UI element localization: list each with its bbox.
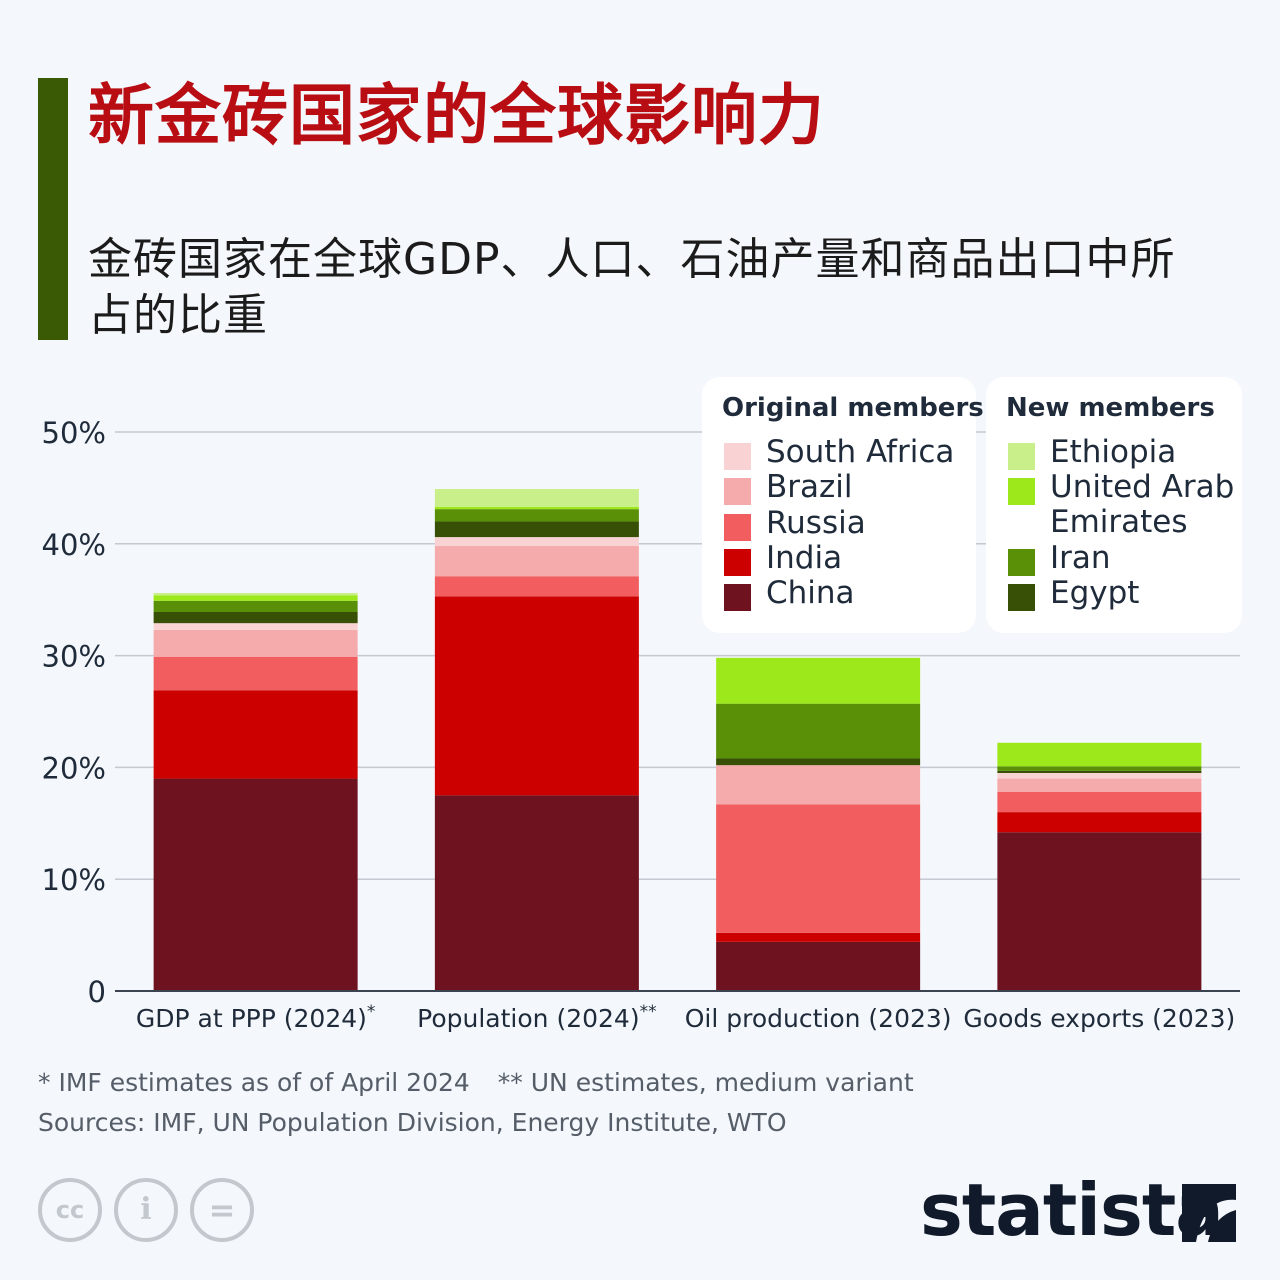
bar-segment-united-arab-emirates — [716, 657, 921, 704]
bar-segment-brazil — [153, 629, 358, 657]
statista-logo[interactable]: statista — [920, 1168, 1224, 1252]
y-tick-label: 30% — [42, 640, 106, 674]
x-tick-label: Goods exports (2023) — [963, 1004, 1235, 1033]
bar-segment-russia — [716, 804, 921, 933]
x-tick-label: Population (2024)** — [417, 1002, 656, 1033]
legend-swatch — [724, 549, 751, 576]
stacked-bar-chart: 0 10% 20% 30% 40% 50% GDP at PPP (2024)* Popula… — [42, 416, 1240, 1033]
bar-segment-south-africa — [153, 623, 358, 630]
legend-label: United Arab Emirates — [1050, 469, 1235, 540]
bar-segment-south-africa — [434, 537, 639, 547]
sources-line: Sources: IMF, UN Population Division, En… — [38, 1108, 787, 1137]
attribution-icon[interactable]: i — [114, 1178, 178, 1242]
bar-segment-iran — [153, 600, 358, 612]
legend-swatch — [1008, 478, 1035, 505]
legend-label: India — [766, 540, 843, 576]
legend-title-new: New members — [1006, 393, 1215, 423]
y-tick-label: 10% — [42, 863, 106, 897]
bar-segment-iran — [997, 766, 1202, 771]
bar-segment-egypt — [434, 521, 639, 538]
chart-title: 新金砖国家的全球影响力 — [88, 77, 825, 154]
footnote-imf: * IMF estimates as of of April 2024 — [38, 1068, 470, 1097]
bar-segment-iran — [716, 703, 921, 759]
bar-segment-russia — [434, 576, 639, 597]
y-tick-label: 40% — [42, 528, 106, 562]
bar-segment-united-arab-emirates — [997, 742, 1202, 767]
legend-swatch — [724, 478, 751, 505]
bar-segment-iran — [434, 509, 639, 522]
bar-segment-united-arab-emirates — [153, 595, 358, 601]
no-derivatives-icon[interactable]: = — [190, 1178, 254, 1242]
bar-segment-india — [434, 596, 639, 796]
y-tick-label: 20% — [42, 751, 106, 785]
legend-label: South Africa — [766, 434, 955, 470]
legend-swatch — [1008, 584, 1035, 611]
legend-swatch — [1008, 549, 1035, 576]
bar-segment-brazil — [997, 778, 1202, 792]
y-tick-label: 0 — [88, 975, 106, 1009]
legend-label: Ethiopia — [1050, 434, 1177, 470]
accent-bar — [38, 78, 68, 340]
statista-logo-mark-icon — [1182, 1184, 1236, 1242]
legend-swatch — [724, 514, 751, 541]
y-tick-label: 50% — [42, 416, 106, 450]
bar-segment-china — [153, 778, 358, 991]
bar-segment-egypt — [997, 770, 1202, 773]
footnote-un: ** UN estimates, medium variant — [497, 1068, 914, 1097]
legend-swatch — [724, 584, 751, 611]
bar-segment-india — [716, 932, 921, 942]
bar-segment-brazil — [716, 765, 921, 805]
legend-label: Egypt — [1050, 575, 1140, 611]
bar-segment-china — [434, 795, 639, 991]
legend-new-members: New members Ethiopia United Arab Emirate… — [986, 377, 1242, 633]
bar-segment-egypt — [153, 611, 358, 624]
bar-segment-united-arab-emirates — [434, 506, 639, 510]
bar-segment-ethiopia — [153, 592, 358, 596]
legend-swatch — [724, 443, 751, 470]
legend-title-original: Original members — [722, 393, 984, 423]
bar-segment-ethiopia — [434, 489, 639, 507]
chart-subtitle: 金砖国家在全球GDP、人口、石油产量和商品出口中所占的比重 — [88, 234, 1176, 341]
bar-segment-egypt — [716, 758, 921, 766]
x-tick-label: GDP at PPP (2024)* — [136, 1002, 376, 1033]
bar-segment-china — [997, 832, 1202, 991]
bar-segment-india — [997, 812, 1202, 833]
legend-label: China — [766, 575, 855, 611]
x-tick-label: Oil production (2023) — [685, 1004, 952, 1033]
bar-segment-china — [716, 941, 921, 991]
footnotes: * IMF estimates as of of April 2024 ** UN… — [38, 1068, 914, 1097]
legend-swatch — [1008, 443, 1035, 470]
legend-label: Brazil — [766, 469, 853, 505]
legend-original-members: Original members South Africa Brazil Rus… — [702, 377, 984, 633]
creative-commons-icon[interactable]: cc — [38, 1178, 102, 1242]
bar-segment-brazil — [434, 546, 639, 577]
bar-segment-india — [153, 690, 358, 779]
legend-label: Iran — [1050, 540, 1111, 576]
bar-segment-russia — [153, 656, 358, 691]
bar-segment-russia — [997, 791, 1202, 813]
bar-segment-south-africa — [997, 772, 1202, 779]
legend-label: Russia — [766, 505, 866, 541]
